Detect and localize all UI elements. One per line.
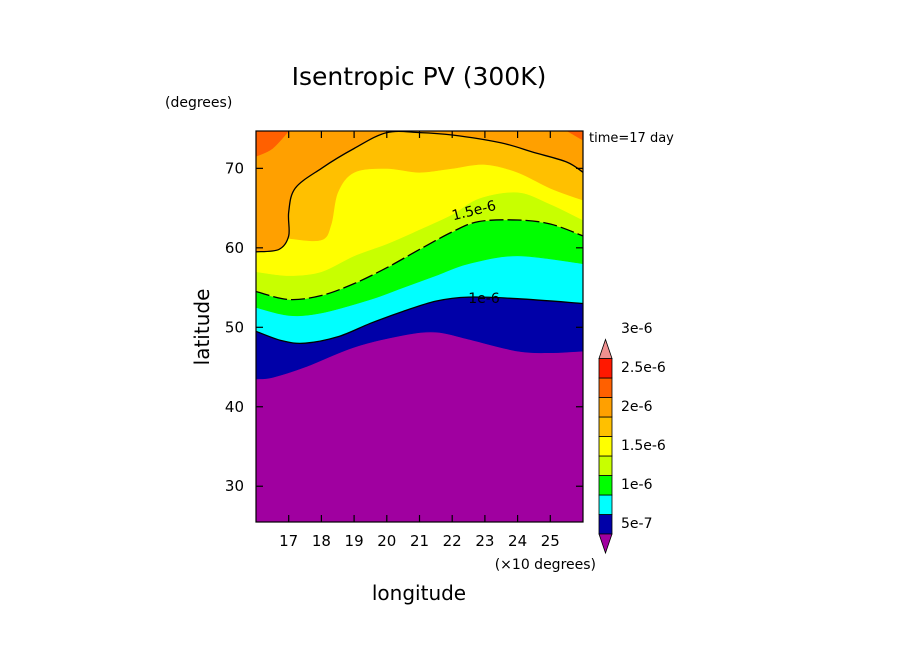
x-tick-label: 17 [279, 532, 298, 550]
x-tick-label: 22 [443, 532, 462, 550]
colorbar-label: 2.5e-6 [621, 360, 666, 376]
colorbar-segment [598, 397, 613, 418]
y-axis-ticks: 30 40 50 60 70 [225, 159, 583, 495]
contour-lines [256, 131, 583, 345]
contour-line [256, 219, 583, 301]
time-annotation: time=17 day [589, 131, 674, 146]
x-axis-label: longitude [372, 581, 466, 605]
x-tick-label: 20 [377, 532, 396, 550]
y-axis-unit-label: (degrees) [165, 95, 232, 111]
colorbar-lower-extend [598, 533, 613, 555]
y-tick-label: 30 [225, 477, 244, 495]
colorbar-label: 1e-6 [621, 477, 653, 493]
colorbar-upper-extend [598, 338, 613, 359]
contour-band [256, 131, 583, 157]
colorbar-segment [598, 377, 613, 398]
colorbar-segment [598, 475, 613, 496]
y-axis-label: latitude [190, 289, 214, 366]
x-tick-label: 23 [475, 532, 494, 550]
y-tick-label: 70 [225, 159, 244, 177]
contour-bands [256, 131, 583, 522]
x-axis-ticks: 17 18 19 20 21 22 23 24 25 [279, 131, 560, 550]
y-tick-label: 60 [225, 239, 244, 257]
x-tick-label: 18 [312, 532, 331, 550]
x-tick-label: 19 [345, 532, 364, 550]
colorbar-segment [598, 514, 613, 535]
y-tick-label: 50 [225, 318, 244, 336]
colorbar: 5e-7 1e-6 1.5e-6 2e-6 2.5e-6 3e-6 [598, 321, 666, 555]
colorbar-label: 5e-7 [621, 516, 652, 532]
colorbar-segment [598, 436, 613, 457]
x-tick-label: 21 [410, 532, 429, 550]
colorbar-label: 1.5e-6 [621, 438, 666, 454]
contour-line [256, 296, 583, 345]
colorbar-label: 2e-6 [621, 399, 653, 415]
colorbar-segment [598, 358, 613, 379]
contour-label-1e-6: 1e-6 [468, 291, 500, 307]
colorbar-segment [598, 455, 613, 476]
chart-title: Isentropic PV (300K) [292, 62, 547, 91]
x-tick-label: 25 [541, 532, 560, 550]
y-tick-label: 40 [225, 398, 244, 416]
colorbar-segment [598, 494, 613, 515]
colorbar-segment [598, 416, 613, 437]
x-axis-unit-label: (×10 degrees) [495, 557, 596, 573]
x-tick-label: 24 [508, 532, 527, 550]
colorbar-label: 3e-6 [621, 321, 653, 337]
contour-line [256, 131, 583, 253]
contour-band [566, 131, 583, 141]
